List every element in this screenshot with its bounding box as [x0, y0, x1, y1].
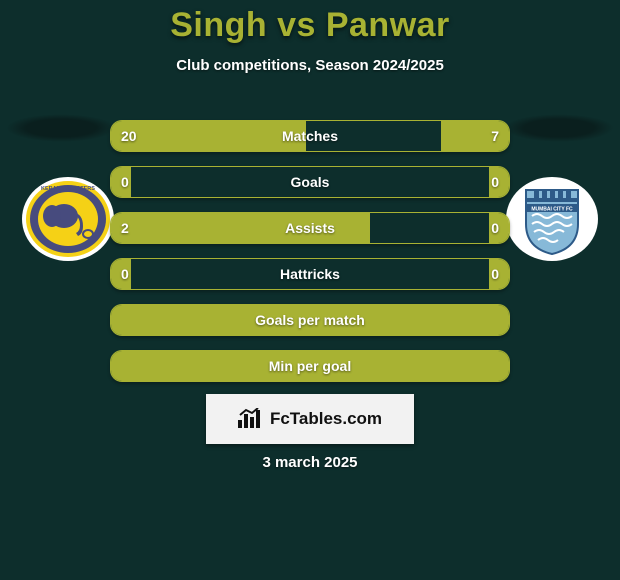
stat-label: Goals [111, 167, 509, 197]
mumbai-city-logo: MUMBAI CITY FC [504, 176, 600, 262]
stat-label: Matches [111, 121, 509, 151]
chart-icon [238, 408, 264, 430]
stat-value-right: 7 [491, 121, 499, 151]
attribution-badge: FcTables.com [206, 394, 414, 444]
kerala-blasters-logo: KERALA BLASTERS [20, 176, 116, 262]
avatar-shadow-right [504, 114, 614, 142]
stat-row: Assists2 0 [110, 212, 510, 244]
subtitle: Club competitions, Season 2024/2025 [0, 57, 620, 74]
stat-value-right: 0 [491, 167, 499, 197]
stat-row: Min per goal [110, 350, 510, 382]
stat-label: Hattricks [111, 259, 509, 289]
stat-row: Goals per match [110, 304, 510, 336]
avatar-shadow-left [6, 114, 116, 142]
stat-value-right: 0 [491, 259, 499, 289]
stat-label: Assists [111, 213, 509, 243]
attribution-text: FcTables.com [270, 409, 382, 429]
svg-text:MUMBAI CITY FC: MUMBAI CITY FC [531, 207, 573, 213]
date-label: 3 march 2025 [0, 454, 620, 471]
stat-value-left: 20 [121, 121, 137, 151]
stat-value-left: 0 [121, 259, 129, 289]
svg-text:KERALA BLASTERS: KERALA BLASTERS [41, 186, 95, 192]
stat-value-left: 2 [121, 213, 129, 243]
stat-value-left: 0 [121, 167, 129, 197]
stat-bars: Matches207Goals00Assists20Hattricks00Goa… [110, 120, 510, 396]
stat-row: Goals0 0 [110, 166, 510, 198]
stat-value-right: 0 [491, 213, 499, 243]
stat-row: Matches20 7 [110, 120, 510, 152]
stat-label: Min per goal [111, 351, 509, 381]
stat-row: Hattricks0 0 [110, 258, 510, 290]
stat-label: Goals per match [111, 305, 509, 335]
page-title: Singh vs Panwar [0, 0, 620, 45]
